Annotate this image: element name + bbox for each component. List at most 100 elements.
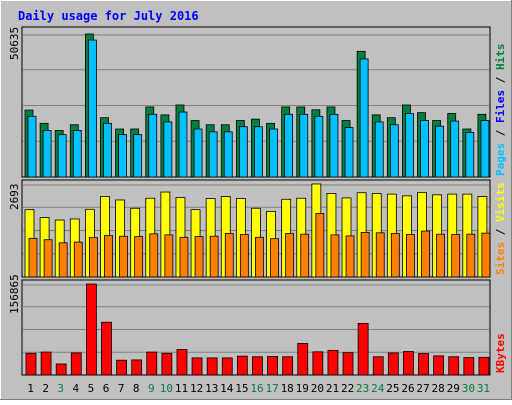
legend-separator-2: / — [494, 70, 507, 90]
sites-bar-day-25 — [390, 233, 400, 278]
kbytes-bar-day-9 — [146, 351, 158, 376]
sites-bar-day-9 — [149, 233, 159, 278]
sites-bar-day-14 — [224, 233, 234, 278]
kbytes-bar-day-21 — [327, 349, 339, 376]
files-bar-day-1 — [27, 115, 37, 178]
legend-visits: Visits — [494, 182, 507, 222]
day-label-5: 5 — [88, 382, 95, 395]
hits-panel-legend: Pages / Files / Hits — [494, 44, 507, 177]
sites-bar-day-26 — [406, 234, 415, 278]
kbytes-bar-day-3 — [55, 363, 67, 376]
sites-bar-day-1 — [28, 237, 38, 278]
kbytes-bar-day-12 — [191, 357, 203, 376]
kbytes-bar-day-17 — [267, 356, 278, 376]
kbytes-bar-day-29 — [448, 356, 460, 376]
day-label-28: 28 — [432, 382, 445, 395]
files-bar-day-17 — [269, 128, 278, 178]
day-label-15: 15 — [235, 382, 248, 395]
legend-sites: Sites — [494, 242, 507, 275]
files-bar-day-31 — [480, 120, 490, 178]
kbytes-bar-day-6 — [101, 321, 112, 376]
day-label-17: 17 — [265, 382, 278, 395]
sites-bar-day-10 — [164, 234, 174, 278]
sites-bar-day-19 — [300, 233, 310, 278]
files-bar-day-13 — [208, 131, 218, 178]
sites-bar-day-31 — [481, 232, 491, 278]
legend-pages: Pages — [494, 143, 507, 176]
sites-bar-day-3 — [58, 242, 68, 278]
kbytes-bar-day-13 — [206, 357, 218, 376]
chart-title: Daily usage for July 2016 — [18, 9, 199, 23]
files-bar-day-10 — [163, 121, 173, 178]
sites-bar-day-11 — [179, 236, 189, 278]
day-label-26: 26 — [401, 382, 414, 395]
kbytes-panel-legend: KBytes — [494, 333, 507, 373]
legend-separator-1: / — [494, 123, 507, 143]
kbytes-bar-day-19 — [297, 342, 309, 376]
kbytes-bar-day-20 — [312, 351, 324, 376]
kbytes-bar-day-31 — [478, 356, 490, 376]
files-bar-day-28 — [435, 125, 445, 178]
day-label-29: 29 — [447, 382, 460, 395]
files-bar-day-6 — [103, 122, 112, 178]
sites-bar-day-20 — [315, 213, 325, 278]
sites-bar-day-7 — [119, 235, 128, 278]
day-label-12: 12 — [190, 382, 203, 395]
files-bar-day-25 — [389, 124, 399, 178]
files-bar-day-14 — [223, 131, 233, 178]
sites-bar-day-29 — [451, 234, 461, 278]
sites-bar-day-6 — [104, 235, 113, 278]
kbytes-bar-day-11 — [176, 349, 188, 376]
sites-bar-day-8 — [134, 236, 144, 278]
kbytes-bar-day-25 — [387, 352, 399, 376]
files-bar-day-29 — [450, 120, 460, 178]
sites-bar-day-27 — [421, 230, 430, 278]
sites-bar-day-18 — [285, 233, 295, 278]
files-bar-day-21 — [329, 113, 339, 178]
day-label-9: 9 — [148, 382, 155, 395]
kbytes-bar-day-2 — [40, 351, 52, 376]
kbytes-bar-day-22 — [342, 352, 354, 376]
kbytes-bar-day-26 — [403, 351, 414, 376]
day-label-16: 16 — [250, 382, 263, 395]
kbytes-bar-day-14 — [221, 357, 233, 376]
legend-separator-3: / — [494, 222, 507, 242]
kbytes-bar-day-24 — [372, 356, 384, 376]
files-bar-day-3 — [57, 134, 67, 178]
day-label-10: 10 — [160, 382, 173, 395]
kbytes-bar-day-15 — [236, 355, 248, 376]
files-bar-day-12 — [193, 128, 203, 178]
kbytes-bar-day-10 — [161, 352, 173, 376]
kbytes-bar-day-18 — [282, 356, 294, 376]
kbytes-max-label: 156865 — [8, 274, 21, 314]
day-label-13: 13 — [205, 382, 218, 395]
kbytes-bar-day-28 — [433, 355, 445, 376]
files-bar-day-30 — [465, 131, 475, 178]
kbytes-bar-day-5 — [85, 283, 97, 376]
files-bar-day-7 — [118, 134, 127, 178]
files-bar-day-8 — [133, 134, 143, 178]
day-label-22: 22 — [341, 382, 354, 395]
legend-kbytes: KBytes — [494, 333, 507, 373]
hits-max-label: 50635 — [8, 27, 21, 60]
day-label-25: 25 — [386, 382, 399, 395]
legend-hits: Hits — [494, 44, 507, 71]
day-label-19: 19 — [296, 382, 309, 395]
day-label-30: 30 — [462, 382, 475, 395]
sites-bar-day-4 — [73, 241, 83, 278]
day-label-1: 1 — [27, 382, 34, 395]
legend-files: Files — [494, 90, 507, 123]
kbytes-bar-day-27 — [418, 353, 429, 376]
day-label-3: 3 — [57, 382, 64, 395]
sites-bar-day-16 — [255, 236, 264, 278]
files-bar-day-24 — [374, 121, 384, 178]
sites-bar-day-23 — [360, 232, 370, 278]
day-label-6: 6 — [103, 382, 110, 395]
files-bar-day-15 — [238, 126, 248, 178]
sites-bar-day-2 — [43, 239, 53, 278]
kbytes-bar-day-8 — [131, 359, 143, 376]
sites-bar-day-12 — [194, 236, 204, 278]
sites-bar-day-5 — [88, 237, 98, 278]
